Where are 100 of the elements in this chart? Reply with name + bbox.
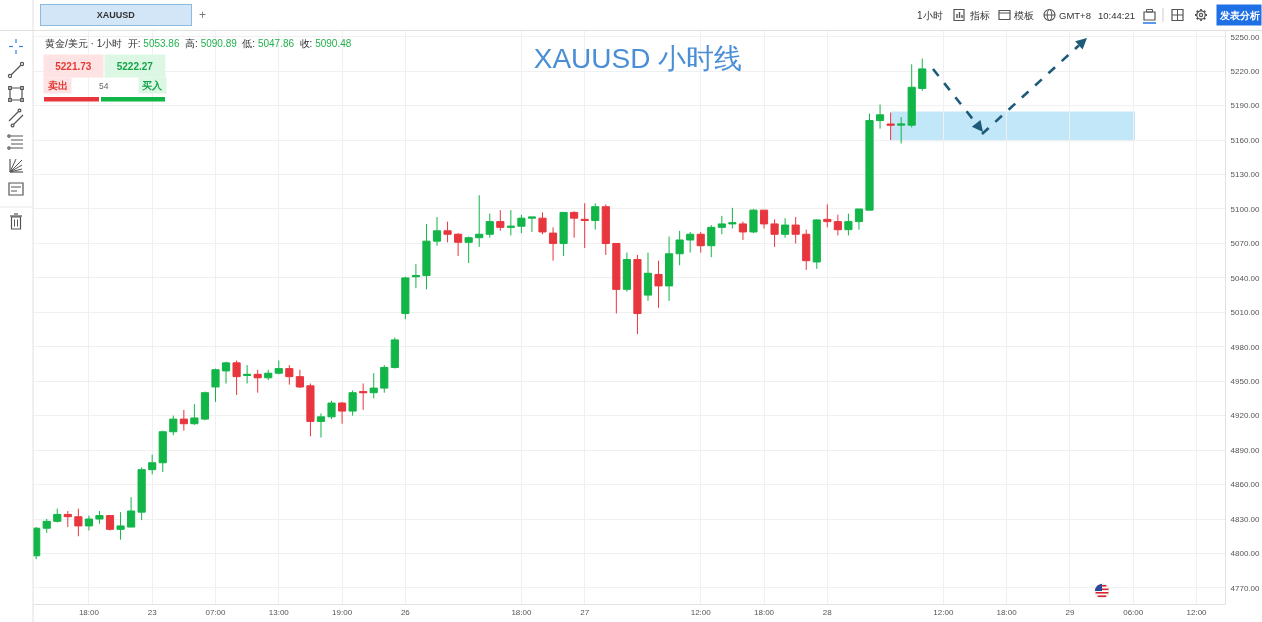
candlestick: [812, 218, 821, 270]
annotation: 买入: [142, 80, 163, 91]
x-tick-label: 06:00: [1123, 607, 1144, 617]
y-tick-label: 4800.00: [1230, 549, 1261, 559]
x-tick-label: 23: [147, 607, 158, 617]
candlestick: [232, 360, 241, 396]
text: 模板: [1014, 10, 1034, 21]
candlestick: [53, 508, 62, 523]
candlestick: [327, 400, 336, 420]
x-tick-label: 18:00: [78, 607, 100, 617]
candlestick: [548, 226, 558, 262]
annotation: 5221.73: [55, 60, 92, 72]
candlestick: [591, 202, 600, 231]
y-tick-label: 4980.00: [1230, 342, 1261, 352]
candlestick: [907, 63, 916, 128]
candlestick: [749, 208, 758, 234]
annotation: 5053.86: [143, 38, 180, 49]
x-tick-label: 18:00: [754, 607, 775, 617]
candlestick: [601, 203, 610, 256]
annotation: 5222.27: [116, 60, 154, 72]
annotation: 低:: [242, 38, 256, 49]
candlestick: [538, 211, 547, 235]
candlestick: [791, 216, 800, 244]
candlestick: [844, 213, 853, 236]
candlestick: [211, 368, 220, 403]
candlestick: [802, 229, 811, 271]
candlestick: [717, 215, 726, 235]
text: XAUUSD: [96, 10, 136, 20]
candlestick: [897, 116, 906, 145]
candlestick: [517, 214, 526, 234]
candlestick: [570, 210, 579, 239]
text: 1小时: [917, 10, 943, 21]
candlestick: [612, 242, 621, 314]
candlestick: [475, 194, 484, 248]
text: 指标: [969, 10, 990, 21]
candlestick: [306, 383, 315, 437]
candlestick: [738, 221, 748, 241]
candlestick: [643, 252, 653, 302]
x-tick-label: 12:00: [690, 607, 712, 617]
candlestick: [654, 260, 663, 309]
candlestick: [95, 510, 104, 525]
candlestick: [359, 383, 368, 411]
candlestick: [781, 217, 790, 239]
candlestick: [443, 221, 452, 243]
candlestick: [506, 209, 515, 236]
candlestick: [875, 103, 885, 130]
candlestick: [380, 364, 389, 394]
candlestick: [63, 510, 72, 528]
candlestick: [390, 337, 399, 370]
candlestick: [137, 466, 146, 521]
candlestick: [665, 236, 674, 302]
annotation: 54: [99, 81, 109, 91]
y-tick-label: 5040.00: [1230, 273, 1261, 283]
candlestick: [42, 518, 51, 534]
x-tick-label: 18:00: [511, 607, 532, 617]
candlestick: [316, 412, 326, 438]
candlestick: [496, 209, 505, 232]
candlestick: [274, 360, 283, 375]
annotation: 5090.48: [315, 38, 352, 49]
y-tick-label: 5130.00: [1230, 170, 1261, 180]
candlestick: [696, 231, 705, 254]
text: 发表分析: [1218, 9, 1260, 21]
candlestick: [348, 389, 357, 417]
candlestick: [759, 209, 769, 230]
candlestick: [169, 415, 178, 436]
candlestick: [285, 364, 294, 386]
candlestick: [622, 252, 631, 293]
candlestick: [527, 216, 537, 233]
candlestick: [675, 230, 684, 266]
x-tick-label: 29: [1065, 607, 1075, 617]
candlestick: [84, 515, 93, 532]
candlestick: [854, 208, 864, 231]
y-tick-label: 4950.00: [1230, 377, 1261, 387]
candlestick: [728, 207, 737, 230]
annotation: 5090.89: [200, 38, 238, 49]
text: +: [199, 8, 207, 22]
candlestick: [253, 369, 262, 394]
x-tick-label: 19:00: [332, 607, 353, 617]
y-tick-label: 4920.00: [1230, 411, 1261, 421]
candlestick: [148, 454, 157, 475]
x-tick-label: 18:00: [996, 607, 1018, 617]
candlestick: [243, 364, 252, 385]
candlestick: [707, 224, 716, 258]
x-tick-label: 12:00: [1186, 607, 1208, 617]
text: GMT+8: [1059, 10, 1091, 21]
candlestick: [127, 496, 136, 528]
y-tick-label: 4770.00: [1230, 583, 1261, 593]
candlestick: [432, 216, 442, 247]
candlestick: [74, 508, 83, 537]
candlestick: [337, 401, 347, 425]
y-tick-label: 4830.00: [1230, 514, 1261, 524]
x-tick-label: 26: [400, 607, 411, 617]
y-tick-label: 5250.00: [1230, 32, 1261, 42]
y-tick-label: 4860.00: [1230, 480, 1261, 490]
candlestick: [823, 203, 832, 228]
y-tick-label: 5160.00: [1230, 135, 1261, 145]
x-tick-label: 27: [580, 607, 590, 617]
candlestick: [886, 112, 895, 141]
candlestick: [454, 232, 463, 257]
y-tick-label: 5220.00: [1230, 66, 1261, 76]
